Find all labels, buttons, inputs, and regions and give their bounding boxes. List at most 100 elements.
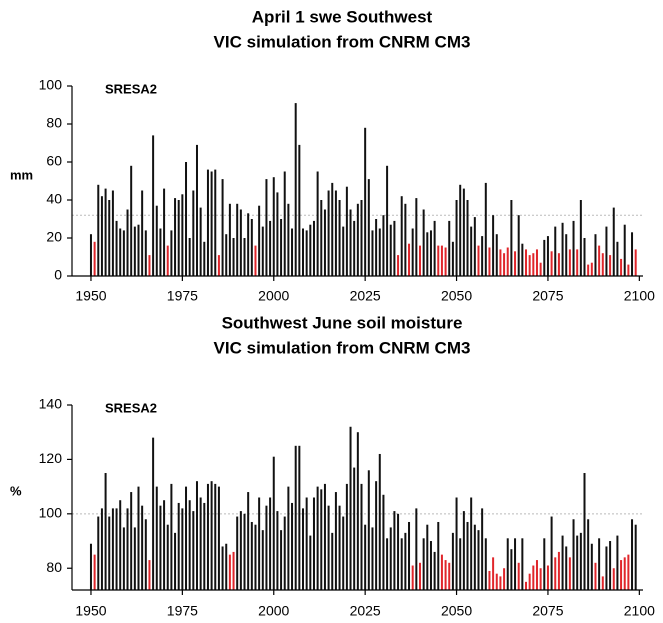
bar [364, 524, 367, 590]
bar [356, 203, 359, 276]
bar [119, 500, 122, 590]
bar [320, 489, 323, 590]
bar [115, 220, 118, 276]
bar [185, 162, 188, 276]
bar [163, 500, 166, 590]
bar [601, 253, 604, 276]
bar [411, 565, 414, 590]
bar [448, 220, 451, 276]
bar [616, 241, 619, 276]
bar [488, 247, 491, 276]
bar [415, 508, 418, 590]
bar [397, 513, 400, 590]
bar [492, 557, 495, 590]
bar [557, 551, 560, 590]
bar [605, 546, 608, 590]
bar [243, 238, 246, 276]
bar [378, 228, 381, 276]
bar [517, 562, 520, 590]
bar [525, 249, 528, 276]
bar [203, 502, 206, 590]
bar [170, 483, 173, 590]
bar [320, 200, 323, 276]
bar [568, 557, 571, 590]
bar [418, 245, 421, 276]
bar [375, 219, 378, 276]
bar [386, 165, 389, 276]
bar [100, 508, 103, 590]
bar [451, 241, 454, 276]
x-tick-label: 2050 [441, 288, 472, 304]
bar [93, 241, 96, 276]
bar [269, 220, 272, 276]
bar [360, 200, 363, 276]
bar [510, 200, 513, 276]
bar [122, 230, 125, 276]
bar [550, 251, 553, 276]
bar [206, 483, 209, 590]
bar [258, 205, 261, 276]
bar [312, 497, 315, 590]
bar [345, 186, 348, 276]
bar [429, 541, 432, 590]
bar [367, 470, 370, 590]
bar [126, 209, 129, 276]
bar [572, 519, 575, 590]
bar [305, 497, 308, 590]
bar [185, 486, 188, 590]
bar [605, 226, 608, 276]
bar [287, 486, 290, 590]
bar [488, 570, 491, 590]
bar [345, 483, 348, 590]
bar [331, 182, 334, 276]
bar [587, 264, 590, 276]
bar [433, 551, 436, 590]
x-tick-label: 1950 [75, 603, 106, 619]
bar [356, 432, 359, 590]
bar [400, 196, 403, 276]
bar [353, 467, 356, 590]
bar [312, 220, 315, 276]
bar [287, 203, 290, 276]
bar [598, 245, 601, 276]
bar [254, 245, 257, 276]
bar [554, 226, 557, 276]
bar [371, 527, 374, 590]
bar [627, 554, 630, 590]
bar [634, 524, 637, 590]
bar [353, 220, 356, 276]
bar [481, 236, 484, 276]
bar [258, 497, 261, 590]
bar [422, 209, 425, 276]
bar [323, 483, 326, 590]
bar [137, 486, 140, 590]
bar [316, 486, 319, 590]
bar [177, 200, 180, 276]
bar [269, 497, 272, 590]
bar [444, 560, 447, 590]
bar [609, 541, 612, 590]
bar [587, 519, 590, 590]
x-tick-label: 1950 [75, 288, 106, 304]
bar [572, 220, 575, 276]
bar [627, 264, 630, 276]
bar [550, 516, 553, 590]
bar [400, 538, 403, 590]
bar [302, 228, 305, 276]
bar [393, 511, 396, 590]
bar [302, 508, 305, 590]
bar [583, 473, 586, 590]
y-tick-label: 40 [46, 191, 62, 207]
bar [115, 508, 118, 590]
bar [192, 190, 195, 276]
bar [144, 519, 147, 590]
bar [141, 505, 144, 590]
bar [609, 255, 612, 276]
bar [484, 538, 487, 590]
bar [594, 562, 597, 590]
bar [148, 255, 151, 276]
bar [539, 262, 542, 276]
bar [298, 445, 301, 590]
bar [579, 532, 582, 590]
